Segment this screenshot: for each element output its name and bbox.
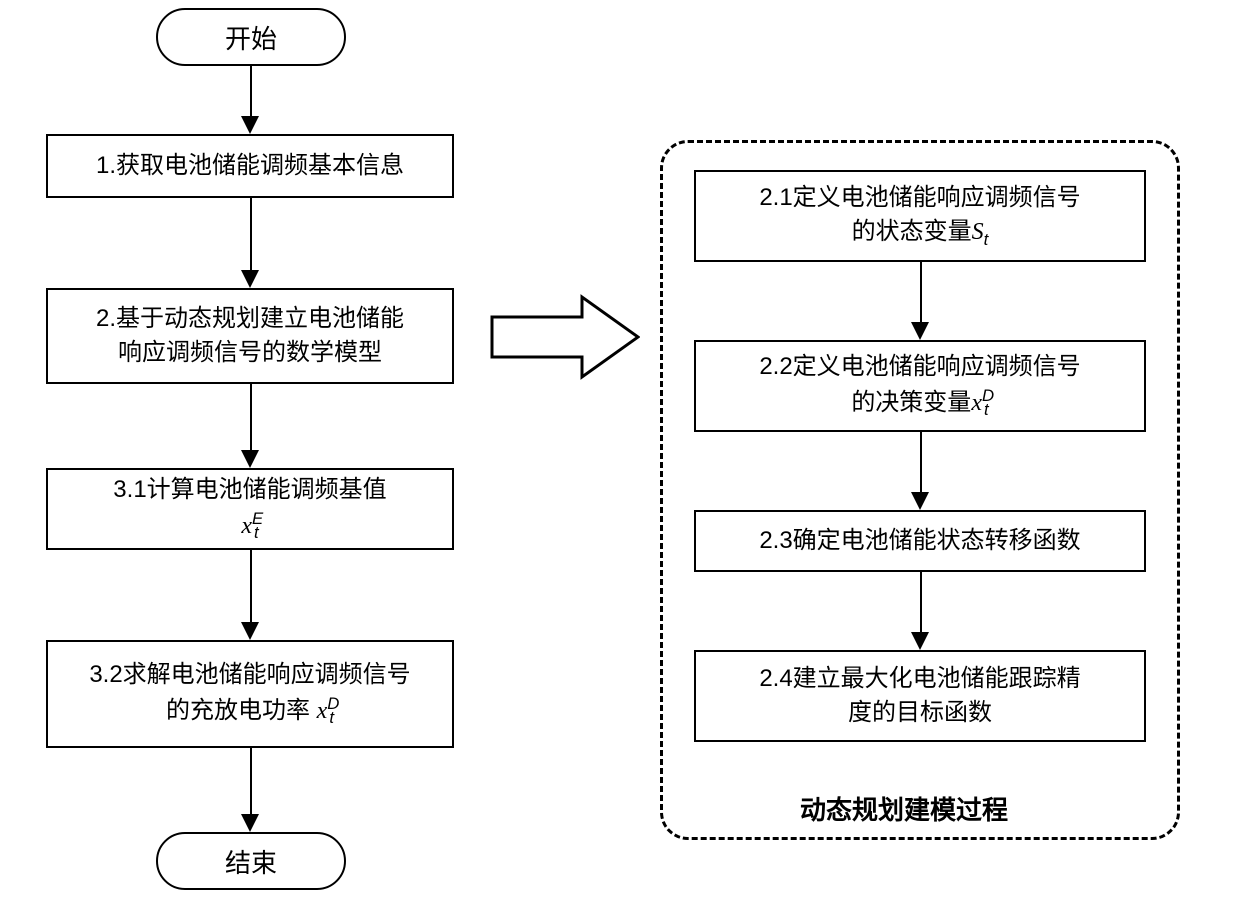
step-3-2-label: 3.2求解电池储能响应调频信号的充放电功率 xDt — [89, 658, 410, 730]
step-3-2: 3.2求解电池储能响应调频信号的充放电功率 xDt — [46, 640, 454, 748]
arrow-s32-end-head — [241, 814, 259, 832]
terminal-start: 开始 — [156, 8, 346, 66]
step-2-1: 2.1定义电池储能响应调频信号的状态变量St — [694, 170, 1146, 262]
step-2-2-label: 2.2定义电池储能响应调频信号的决策变量xDt — [759, 350, 1080, 422]
arrow-r21-r22-line — [920, 262, 922, 322]
step-2-label: 2.基于动态规划建立电池储能响应调频信号的数学模型 — [96, 302, 404, 369]
terminal-end-label: 结束 — [225, 843, 277, 880]
step-1-label: 1.获取电池储能调频基本信息 — [96, 149, 404, 183]
arrow-s2-s31-head — [241, 450, 259, 468]
step-2-3-label: 2.3确定电池储能状态转移函数 — [759, 524, 1080, 558]
arrow-s1-s2-head — [241, 270, 259, 288]
terminal-end: 结束 — [156, 832, 346, 890]
arrow-r22-r23-head — [911, 492, 929, 510]
step-2-4: 2.4建立最大化电池储能跟踪精度的目标函数 — [694, 650, 1146, 742]
arrow-start-s1-head — [241, 116, 259, 134]
arrow-s31-s32-head — [241, 622, 259, 640]
step-1: 1.获取电池储能调频基本信息 — [46, 134, 454, 198]
arrow-r21-r22-head — [911, 322, 929, 340]
step-2: 2.基于动态规划建立电池储能响应调频信号的数学模型 — [46, 288, 454, 384]
big-arrow-icon — [490, 292, 640, 382]
arrow-r23-r24-line — [920, 572, 922, 632]
arrow-r22-r23-line — [920, 432, 922, 492]
step-3-1-label: 3.1计算电池储能调频基值 xEt — [101, 473, 398, 545]
arrow-start-s1-line — [250, 66, 252, 116]
step-3-1: 3.1计算电池储能调频基值 xEt — [46, 468, 454, 550]
arrow-r23-r24-head — [911, 632, 929, 650]
panel-title: 动态规划建模过程 — [800, 790, 1008, 827]
step-2-2: 2.2定义电池储能响应调频信号的决策变量xDt — [694, 340, 1146, 432]
step-2-3: 2.3确定电池储能状态转移函数 — [694, 510, 1146, 572]
terminal-start-label: 开始 — [225, 19, 277, 56]
step-2-4-label: 2.4建立最大化电池储能跟踪精度的目标函数 — [759, 662, 1080, 729]
arrow-s2-s31-line — [250, 384, 252, 450]
step-2-1-label: 2.1定义电池储能响应调频信号的状态变量St — [759, 181, 1080, 251]
arrow-s31-s32-line — [250, 550, 252, 622]
arrow-s1-s2-line — [250, 198, 252, 270]
arrow-s32-end-line — [250, 748, 252, 814]
flowchart-canvas: 开始 1.获取电池储能调频基本信息 2.基于动态规划建立电池储能响应调频信号的数… — [0, 0, 1240, 912]
